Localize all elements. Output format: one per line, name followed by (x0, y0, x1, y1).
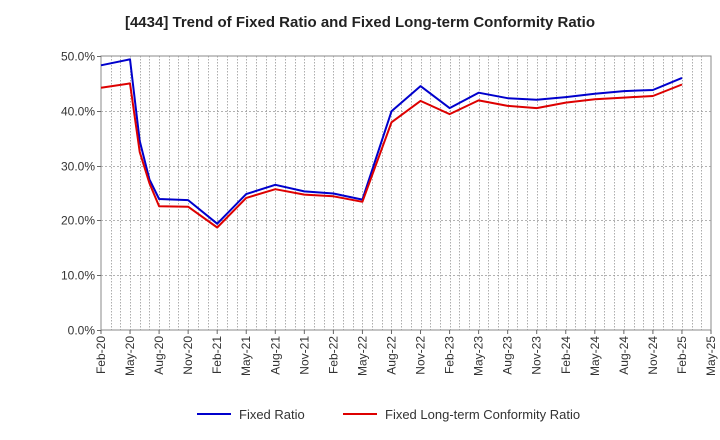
plot-frame (100, 55, 712, 331)
x-tick-label: May-25 (704, 336, 718, 376)
y-tick-label: 40.0% (61, 105, 95, 119)
x-tick-label: Aug-21 (268, 336, 282, 375)
x-tick-label: Nov-22 (414, 336, 428, 375)
x-tick-label: May-23 (472, 336, 486, 376)
legend-label: Fixed Ratio (239, 407, 305, 422)
legend-label: Fixed Long-term Conformity Ratio (385, 407, 580, 422)
grid (100, 55, 712, 331)
x-tick-label: Aug-24 (617, 336, 631, 375)
axes: 0.0% 10.0% 20.0% 30.0% 40.0% 50.0% Feb-20 May-2… (61, 50, 718, 377)
x-tick-label: Feb-20 (94, 336, 108, 374)
x-tick-label: Feb-25 (675, 336, 689, 374)
x-tick-label: Aug-20 (152, 336, 166, 375)
x-tick-label: Nov-21 (297, 336, 311, 375)
y-tick-label: 50.0% (61, 50, 95, 64)
series (100, 58, 683, 229)
x-tick-label: Feb-22 (326, 336, 340, 374)
x-tick-label: May-20 (123, 336, 137, 376)
y-tick-label: 10.0% (61, 269, 95, 283)
fixed-long-term-conformity-ratio-line (100, 82, 683, 229)
x-tick-label: Nov-20 (181, 336, 195, 375)
legend: Fixed Ratio Fixed Long-term Conformity Ra… (197, 407, 580, 422)
x-tick-label: May-21 (239, 336, 253, 376)
x-tick-label: Aug-23 (501, 336, 515, 375)
chart-title: [4434] Trend of Fixed Ratio and Fixed Lo… (124, 14, 596, 31)
x-tick-label: Nov-24 (646, 336, 660, 375)
x-tick-label: Feb-21 (210, 336, 224, 374)
x-tick-label: May-22 (355, 336, 369, 376)
x-tick-label: Aug-22 (384, 336, 398, 375)
y-tick-label: 30.0% (61, 160, 95, 174)
x-tick-label: Feb-23 (443, 336, 457, 374)
x-tick-label: Nov-23 (530, 336, 544, 375)
x-tick-label: Feb-24 (559, 336, 573, 374)
y-tick-label: 20.0% (61, 214, 95, 228)
x-tick-label: May-24 (588, 336, 602, 376)
y-tick-label: 0.0% (68, 324, 96, 338)
